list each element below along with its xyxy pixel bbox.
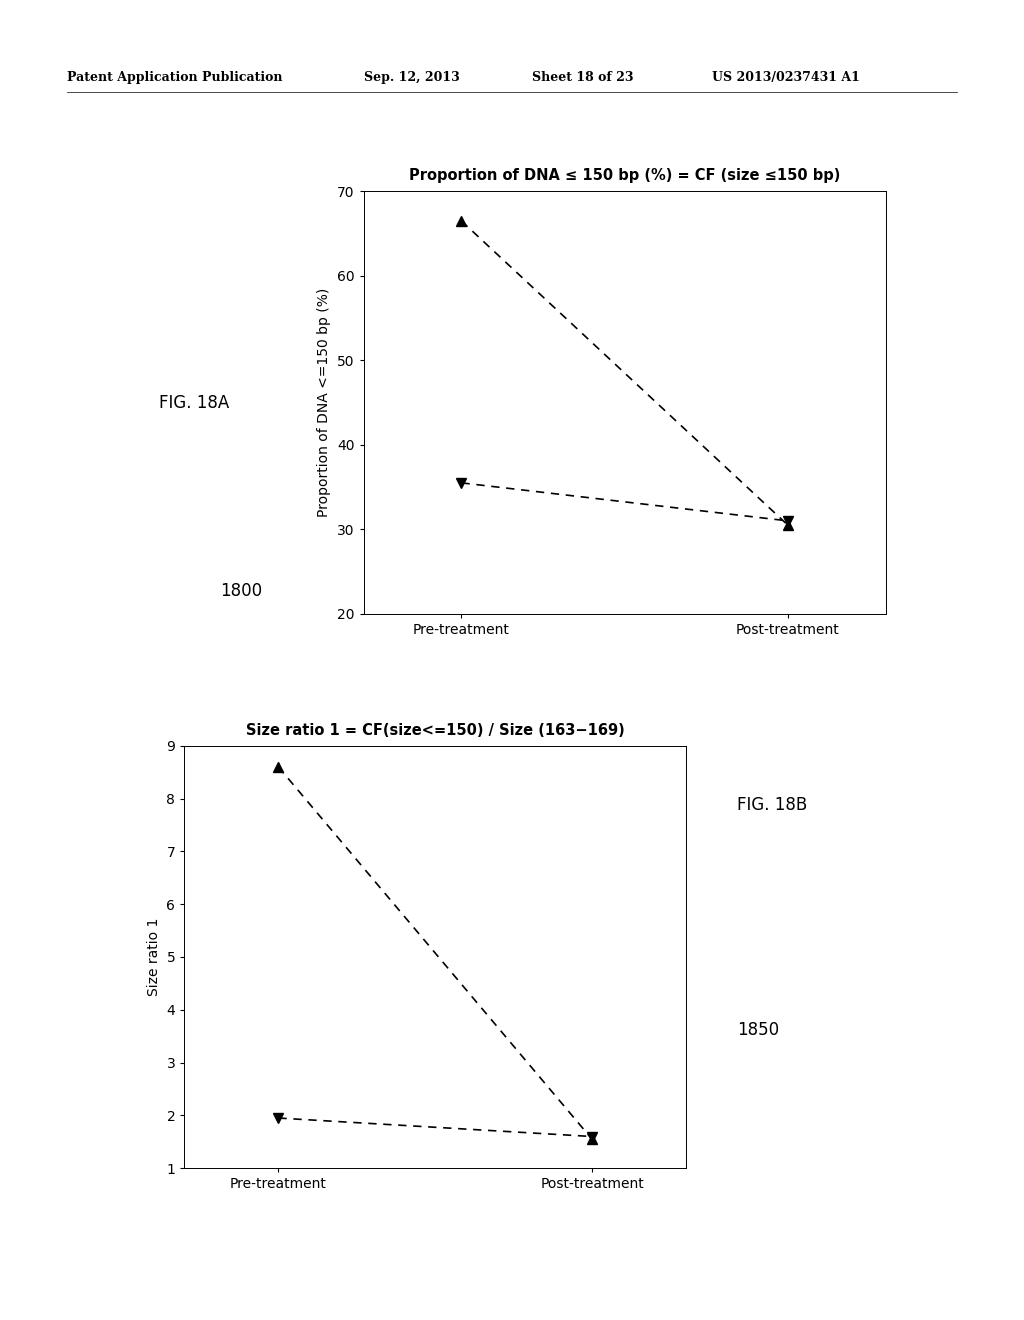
Text: Patent Application Publication: Patent Application Publication (67, 71, 282, 84)
Text: US 2013/0237431 A1: US 2013/0237431 A1 (712, 71, 859, 84)
Y-axis label: Size ratio 1: Size ratio 1 (146, 917, 161, 997)
Y-axis label: Proportion of DNA <=150 bp (%): Proportion of DNA <=150 bp (%) (317, 288, 332, 517)
Text: FIG. 18A: FIG. 18A (159, 393, 229, 412)
Title: Proportion of DNA ≤ 150 bp (%) = CF (size ≤150 bp): Proportion of DNA ≤ 150 bp (%) = CF (siz… (409, 168, 841, 183)
Text: 1800: 1800 (220, 582, 262, 601)
Text: FIG. 18B: FIG. 18B (737, 796, 808, 814)
Text: 1850: 1850 (737, 1020, 779, 1039)
Text: Sep. 12, 2013: Sep. 12, 2013 (364, 71, 460, 84)
Text: Sheet 18 of 23: Sheet 18 of 23 (532, 71, 634, 84)
Title: Size ratio 1 = CF(size<=150) / Size (163−169): Size ratio 1 = CF(size<=150) / Size (163… (246, 722, 625, 738)
